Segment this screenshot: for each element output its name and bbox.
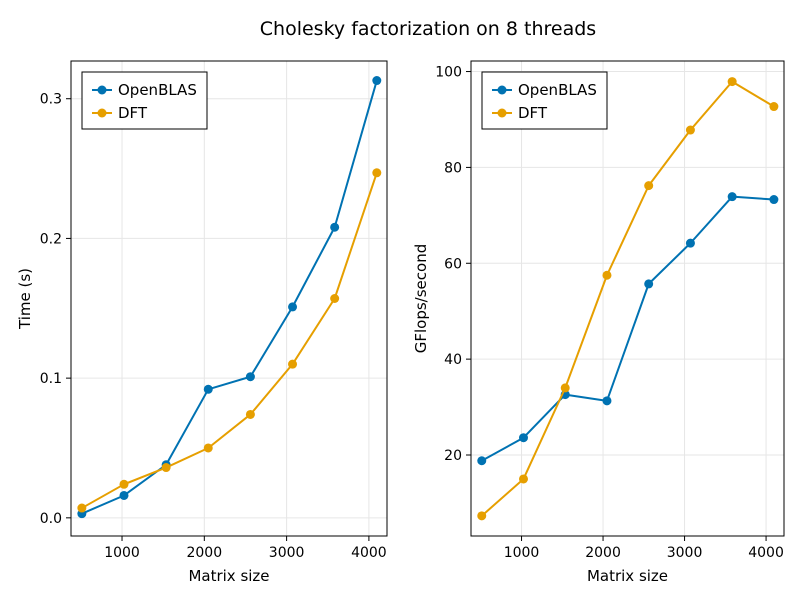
time-legend-openblas-label: OpenBLAS	[118, 81, 197, 99]
gflops-dft-point	[518, 474, 528, 484]
time-openblas-line	[81, 80, 378, 515]
time-dft-point	[330, 294, 340, 303]
figure-title: Cholesky factorization on 8 threads	[260, 18, 596, 40]
time-dft-point	[161, 463, 171, 473]
time-y-tick-label: 0.0	[40, 511, 62, 527]
gflops-x-tick-label: 3000	[667, 545, 703, 561]
gflops-openblas-point	[727, 192, 737, 202]
gflops-x-tick-label: 1000	[504, 545, 540, 561]
time-x-tick-label: 2000	[186, 545, 222, 561]
gflops-dft-point	[769, 102, 779, 112]
gflops-openblas-point	[602, 396, 612, 406]
time-x-tick-label: 1000	[104, 545, 140, 561]
gflops-panel: 1000 2000 3000 4000 20 40 60 80 100 Matrix size GF…	[412, 60, 785, 585]
time-dft-point	[119, 479, 129, 489]
time-dft-line	[81, 172, 378, 509]
time-x-tick-label: 3000	[269, 545, 305, 561]
gflops-dft-line	[481, 80, 775, 517]
time-legend: OpenBLAS DFT	[81, 71, 208, 130]
time-x-axis-label: Matrix size	[188, 567, 269, 585]
time-y-axis-label: Time (s)	[16, 268, 34, 330]
time-openblas-point	[372, 76, 382, 86]
gflops-dft-point	[685, 125, 695, 135]
gflops-legend-openblas-label: OpenBLAS	[518, 81, 597, 99]
gflops-openblas-point	[769, 195, 779, 205]
gflops-openblas-point	[518, 433, 528, 443]
gflops-y-tick-label: 100	[435, 65, 462, 81]
time-openblas-point	[330, 222, 340, 232]
gflops-x-axis-label: Matrix size	[587, 567, 668, 585]
time-axes-frame	[70, 60, 388, 537]
gflops-y-axis-label: GFlops/second	[412, 244, 430, 353]
time-y-tick-label: 0.3	[40, 92, 62, 108]
time-panel: 1000 2000 3000 4000 0.0 0.1 0.2 0.3 Matrix size T…	[16, 60, 388, 585]
time-dft-point	[245, 409, 255, 419]
gflops-legend-dft-swatch-marker	[497, 108, 507, 118]
time-openblas-point	[203, 384, 213, 394]
gflops-legend-openblas-swatch-marker	[497, 85, 507, 95]
gflops-y-tick-label: 40	[444, 352, 462, 368]
gflops-dft-point	[644, 181, 654, 191]
time-openblas-point	[119, 490, 129, 500]
time-legend-dft-swatch-marker	[97, 108, 107, 118]
gflops-y-tick-label: 80	[444, 160, 462, 176]
time-y-tick-label: 0.1	[40, 371, 62, 387]
gflops-dft-point	[602, 270, 612, 280]
time-legend-dft-label: DFT	[118, 104, 148, 122]
time-dft-point	[372, 168, 382, 178]
gflops-legend-dft-label: DFT	[518, 104, 548, 122]
gflops-dft-point	[560, 383, 570, 393]
time-x-tick-label: 4000	[351, 545, 387, 561]
time-dft-point	[203, 443, 213, 453]
gflops-legend: OpenBLAS DFT	[481, 71, 608, 130]
gflops-openblas-point	[477, 456, 487, 466]
time-y-tick-label: 0.2	[40, 231, 62, 247]
gflops-axes-frame	[470, 60, 785, 537]
time-openblas-point	[245, 372, 255, 382]
gflops-legend-box	[481, 71, 608, 130]
gflops-openblas-point	[644, 279, 654, 289]
time-openblas-point	[288, 302, 298, 312]
gflops-y-tick-label: 20	[444, 448, 462, 464]
time-dft-point	[288, 359, 298, 369]
time-dft-point	[77, 503, 87, 513]
gflops-x-tick-label: 4000	[748, 545, 784, 561]
time-legend-box	[81, 71, 208, 130]
gflops-dft-point	[477, 511, 487, 521]
gflops-dft-point	[727, 77, 737, 87]
time-legend-openblas-swatch-marker	[97, 85, 107, 95]
gflops-y-tick-label: 60	[444, 256, 462, 272]
gflops-x-tick-label: 2000	[585, 545, 621, 561]
gflops-openblas-line	[481, 195, 774, 462]
gflops-openblas-point	[685, 238, 695, 248]
